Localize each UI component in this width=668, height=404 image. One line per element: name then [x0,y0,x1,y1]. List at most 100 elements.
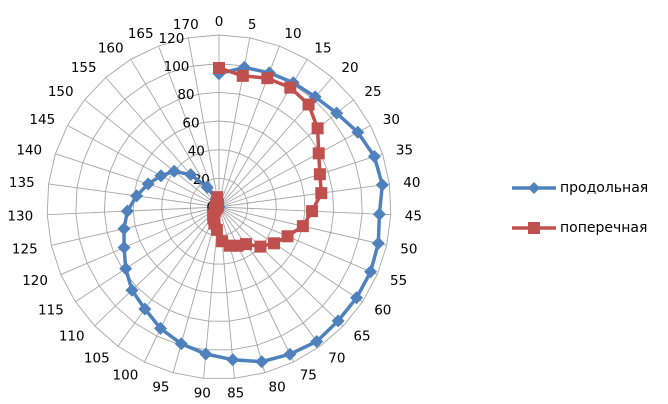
radial-tick-label: 60 [182,115,199,131]
legend-label-series-1: продольная [560,180,649,196]
category-tick-label: 170 [173,17,199,33]
category-tick-label: 60 [374,303,391,319]
category-tick-label: 145 [29,112,55,128]
category-tick-label: 125 [12,241,38,257]
grid-spoke [84,99,220,208]
grid-spoke [218,206,391,216]
data-point [117,222,131,236]
legend-swatch-series-1 [512,182,556,194]
category-tick-label: 5 [248,17,257,33]
grid-spoke [67,125,220,208]
grid-spoke [218,125,371,208]
data-point [296,220,309,233]
category-tick-label: 155 [71,60,97,76]
category-tick-label: 0 [215,14,224,30]
legend-label-series-2: поперечная [560,220,648,236]
category-tick-label: 120 [22,273,48,289]
data-point [312,147,325,160]
grid-spoke [218,99,354,208]
legend-item-series-2: поперечная [512,218,668,238]
data-point [167,164,181,178]
data-point [154,169,168,183]
grid-spoke [218,183,390,208]
grid-spoke [218,206,363,303]
grid-spoke [143,206,220,363]
data-point [200,180,214,194]
grid-spoke [187,37,220,208]
category-tick-label: 160 [98,40,124,56]
grid [46,34,392,379]
category-tick-label: 80 [269,379,286,395]
category-tick-label: 50 [400,241,417,257]
grid-ring [132,120,306,294]
data-point [372,207,386,221]
data-point [213,61,225,74]
category-tick-label: 95 [152,379,169,395]
grid-ring [75,63,363,351]
radial-tick-label: 100 [164,59,190,75]
data-point [302,98,315,111]
data-point [281,230,294,243]
grid-spoke [218,153,383,208]
data-point [255,355,269,369]
data-point [331,314,345,328]
data-point [375,178,389,192]
data-point [138,302,152,316]
grid-spoke [117,206,220,347]
data-point [371,236,385,250]
data-point [261,72,274,85]
category-tick-label: 15 [314,40,331,56]
category-tick-label: 20 [341,60,358,76]
grid-spoke [105,77,220,208]
grid-spoke [94,206,220,327]
radial-tick-label: 80 [177,87,194,103]
data-point [154,321,168,335]
data-point [310,335,324,349]
series-2 [207,61,328,253]
category-tick-label: 55 [390,273,407,289]
data-point [313,168,326,181]
category-tick-label: 110 [59,329,85,345]
grid-spoke [218,206,295,363]
category-tick-label: 40 [403,175,420,191]
data-point [184,168,198,182]
data-point [283,347,297,361]
radar-chart: 0 510152025303540455055606570758085909510… [7,14,422,401]
series-1 [117,60,389,369]
radial-tick-label: 120 [159,31,185,47]
category-tick-label: 100 [113,368,139,384]
data-point [130,189,144,203]
category-tick-labels: 0 510152025303540455055606570758085909510… [7,14,422,401]
radial-tick-label: 40 [188,144,205,160]
data-point [236,69,249,82]
grid-spoke [75,206,220,303]
data-point [311,122,324,135]
data-point [364,265,378,279]
data-point [306,205,319,218]
data-point [211,191,224,204]
category-tick-label: 45 [405,208,422,224]
category-tick-label: 135 [9,175,35,191]
grid-spoke [218,206,344,327]
data-point [367,150,381,164]
data-point [125,283,139,297]
category-tick-label: 35 [396,143,413,159]
grid-spoke [218,206,266,373]
data-point [226,353,240,367]
category-tick-label: 140 [16,143,42,159]
data-point [216,235,229,248]
data-point [117,241,131,255]
category-tick-label: 10 [284,26,301,42]
data-point [330,106,344,120]
data-point [351,125,365,139]
category-tick-label: 165 [128,26,154,42]
category-tick-label: 105 [84,351,110,367]
grid-ring [46,34,392,379]
data-point [284,81,297,94]
category-tick-label: 85 [227,385,244,401]
category-tick-label: 25 [364,84,381,100]
grid-spoke [218,206,378,276]
legend: продольная поперечная [512,178,668,258]
data-point [254,240,267,253]
